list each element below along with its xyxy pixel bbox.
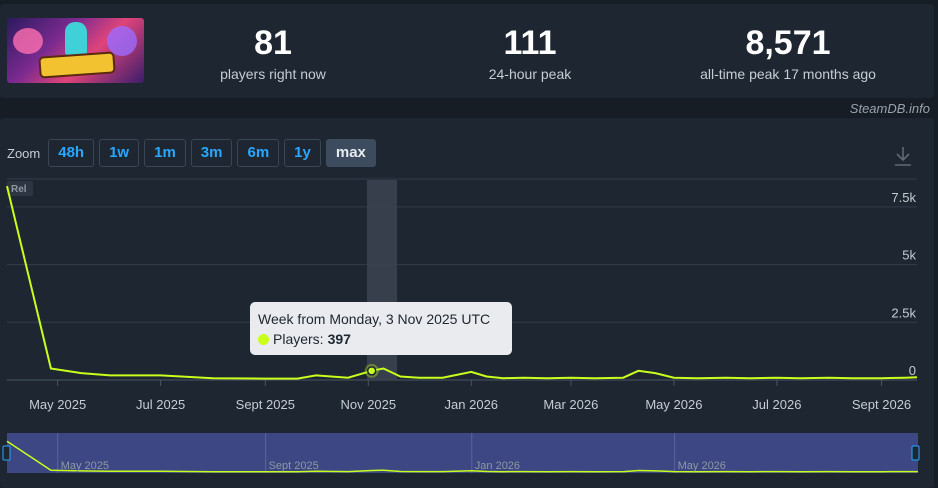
tooltip-value-row: Players: 397 [258,331,512,347]
y-tick-label: 2.5k [891,305,916,320]
stat-value: 111 [503,24,557,62]
series-dot-icon [258,333,269,345]
x-tick-label: May 2026 [645,397,702,412]
y-axis-ticks: 0 2.5k 5k 7.5k [891,190,916,378]
art-shape [13,28,43,54]
navigator-tick-label: May 2026 [678,460,726,472]
players-series-points [6,186,918,379]
navigator-tick-label: May 2025 [61,460,109,472]
art-shape [107,26,137,56]
x-tick-label: Jan 2026 [445,397,499,412]
zoom-label: Zoom [7,145,41,161]
x-tick-label: Jul 2025 [136,397,185,412]
release-badge [7,181,33,196]
x-tick-label: Sept 2026 [852,397,911,412]
navigator-tick-label: Jan 2026 [475,460,520,472]
y-tick-label: 5k [902,248,916,263]
navigator-left-handle [2,445,11,461]
release-badge-label: Rel [11,184,27,195]
art-character [65,22,87,56]
x-tick-label: May 2025 [29,397,86,412]
navigator-right-handle [911,445,920,461]
tooltip-value: 397 [327,331,351,347]
game-header-image[interactable] [7,18,144,83]
steamdb-credit[interactable]: SteamDB.info [849,101,930,116]
stats-bar: 81 players right now 111 24-hour peak 8,… [0,4,934,98]
zoom-1m-button[interactable]: 1m [144,139,186,167]
stat-label: 24-hour peak [488,66,572,82]
stat-value: 81 [254,24,292,62]
navigator-tick-label: Sept 2025 [269,460,319,472]
stat-current-players: 81 players right now [214,26,332,82]
navigator-ticks: May 2025 Sept 2025 Jan 2026 May 2026 [61,460,726,472]
y-tick-label: 0 [909,363,916,378]
tooltip-series-label: Players: [273,331,324,347]
zoom-3m-button[interactable]: 3m [190,139,233,167]
x-tick-label: Mar 2026 [543,397,598,412]
zoom-6m-button[interactable]: 6m [237,139,280,167]
stat-all-time-peak: 8,571 all-time peak 17 months ago [688,26,888,82]
stat-label: all-time peak 17 months ago [700,66,876,82]
zoom-1w-button[interactable]: 1w [99,139,140,167]
chart-tooltip: Week from Monday, 3 Nov 2025 UTC Players… [250,302,512,355]
y-tick-label: 7.5k [891,190,916,205]
highlight-marker [364,363,379,378]
stat-24h-peak: 111 24-hour peak [470,26,590,82]
x-tick-label: Jul 2026 [752,397,801,412]
zoom-max-button[interactable]: max [325,139,376,167]
navigator-window [7,433,918,473]
players-series-line [6,185,918,380]
stat-value: 8,571 [745,24,831,62]
zoom-controls: Zoom 48h 1w 1m 3m 6m 1y max [7,139,376,167]
x-axis-ticks: May 2025 Jul 2025 Sept 2025 Nov 2025 Jan 202… [29,380,911,412]
highlight-point [366,366,377,376]
chart-grid [7,178,917,381]
tooltip-title: Week from Monday, 3 Nov 2025 UTC [258,311,491,327]
navigator-series-line [6,440,918,473]
navigator-grid [57,433,676,473]
stat-label: players right now [220,66,326,82]
zoom-1y-button[interactable]: 1y [284,139,321,167]
x-tick-label: Sept 2025 [236,397,295,412]
x-tick-label: Nov 2025 [340,397,396,412]
zoom-48h-button[interactable]: 48h [48,139,95,167]
download-icon[interactable] [893,145,913,167]
